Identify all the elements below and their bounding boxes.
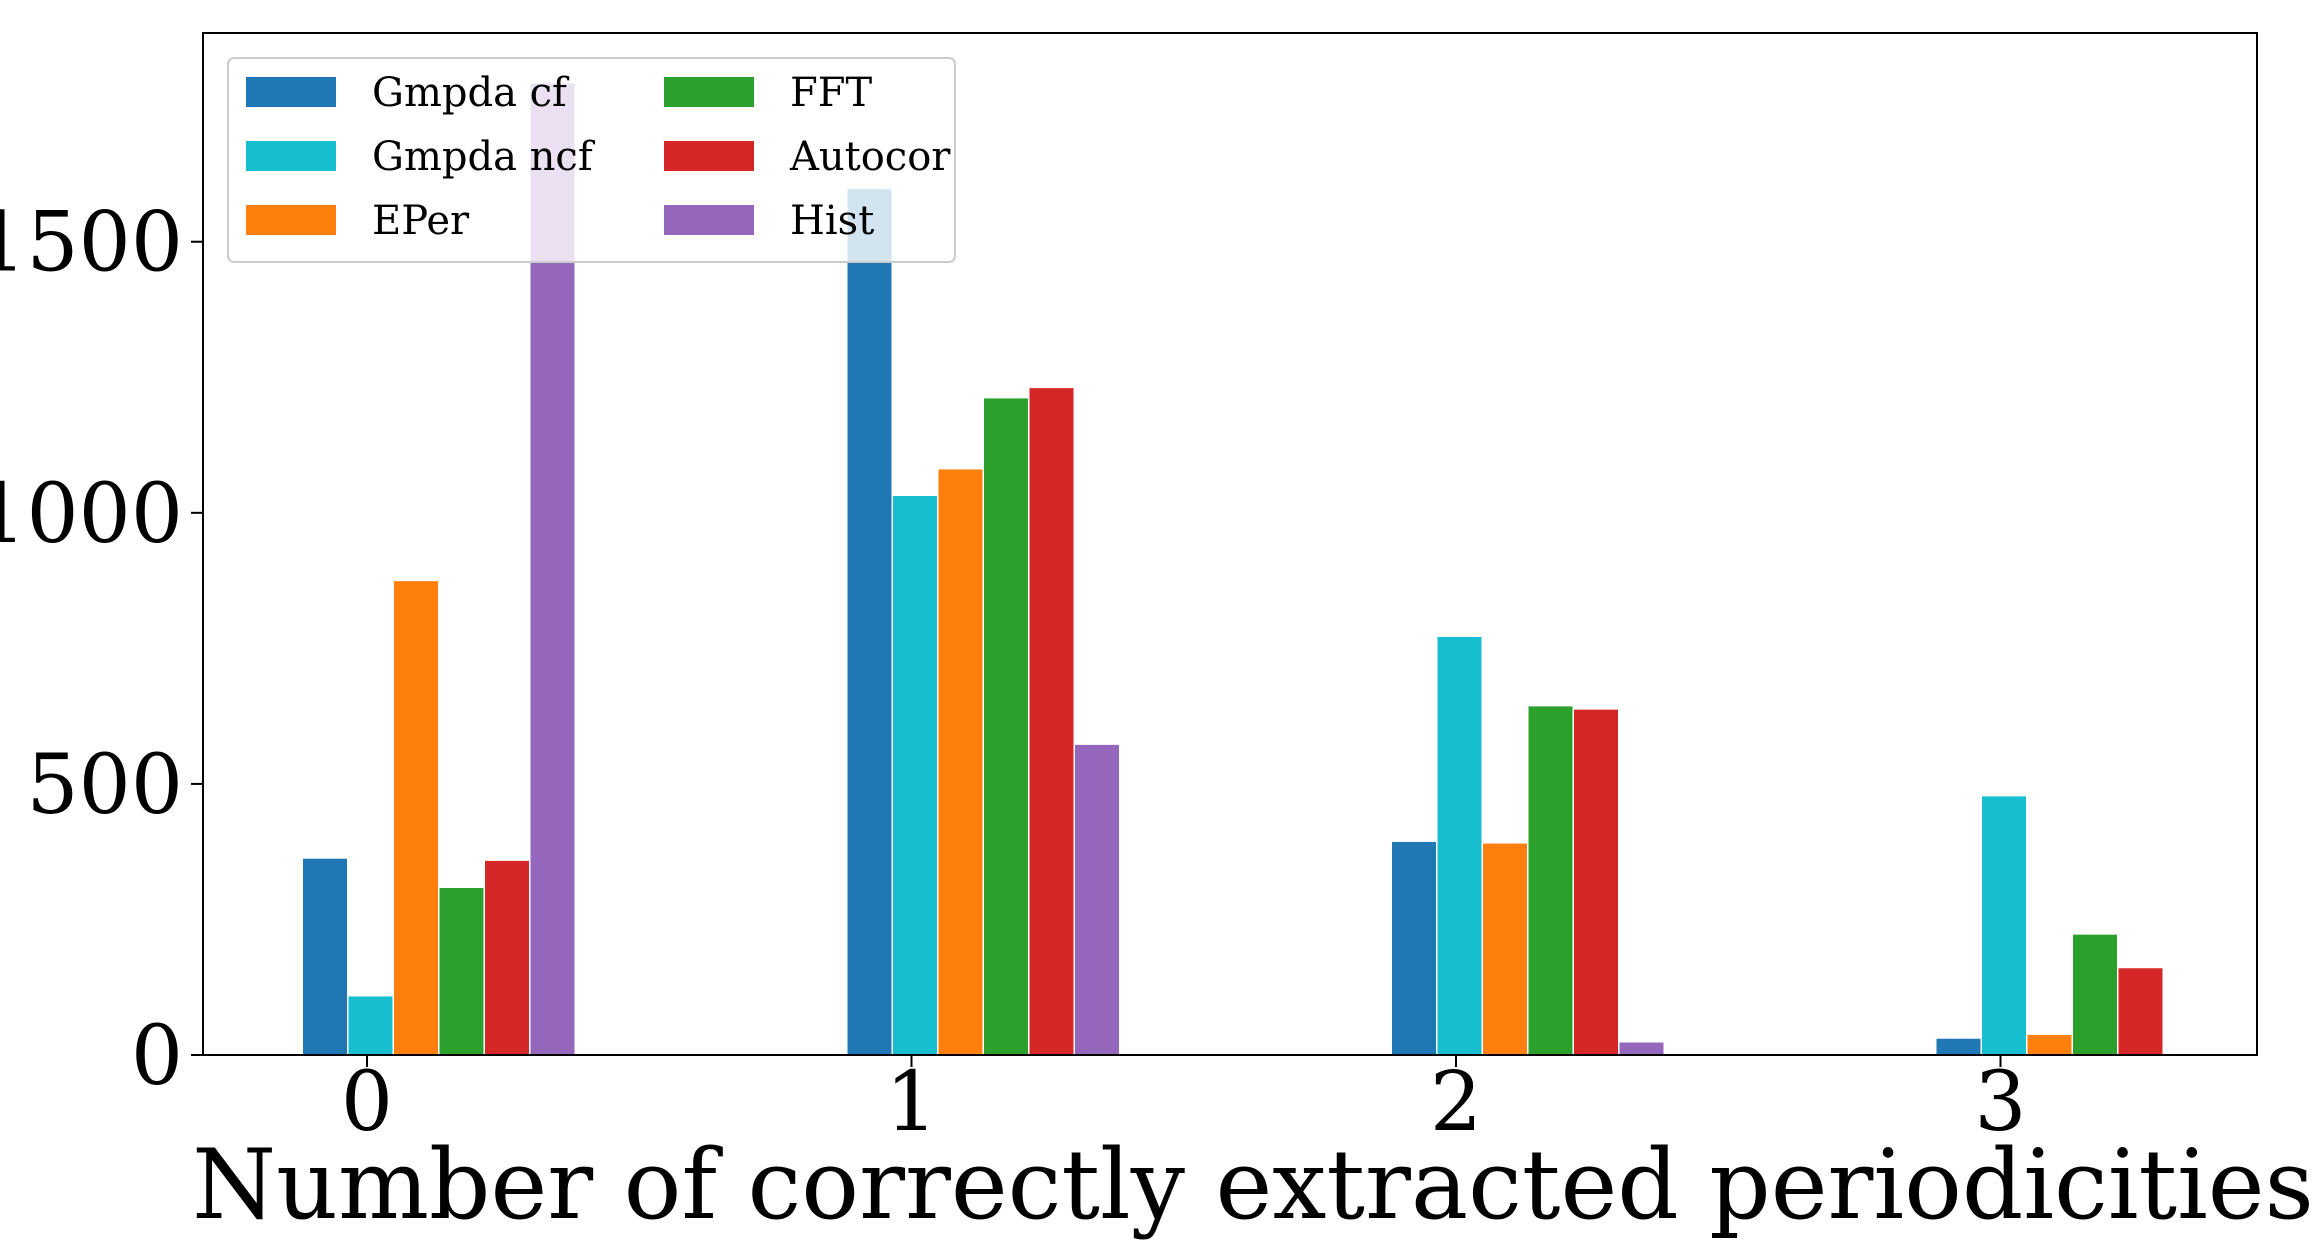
- bar-gmpda-cf-cat-0: [303, 858, 347, 1055]
- bar-fft-cat-1: [984, 398, 1028, 1055]
- bar-eper-cat-1: [938, 469, 983, 1055]
- bar-hist-cat-1: [1075, 744, 1119, 1055]
- legend: Gmpda cf Gmpda ncf EPer FFT Autocor Hist: [227, 57, 956, 263]
- bar-autocor-cat-2: [1574, 709, 1618, 1055]
- y-axis: 0 500 1000 1500: [0, 196, 203, 1104]
- legend-label: Hist: [790, 198, 874, 244]
- bar-gmpda-cf-cat-2: [1392, 841, 1436, 1055]
- bar-gmpda-cf-cat-3: [1936, 1038, 1981, 1055]
- y-tick-label: 0: [131, 1009, 183, 1104]
- legend-swatch-eper: [246, 205, 336, 235]
- bar-gmpda-cf-cat-1: [847, 189, 892, 1055]
- bar-autocor-cat-0: [485, 860, 529, 1055]
- legend-swatch-gmpda-cf: [246, 77, 336, 107]
- bar-gmpda-ncf-cat-0: [348, 996, 393, 1055]
- legend-label: EPer: [372, 198, 470, 244]
- legend-label: FFT: [790, 70, 873, 116]
- bar-fft-cat-0: [439, 888, 484, 1055]
- bar-hist-cat-2: [1619, 1042, 1664, 1055]
- plot-frame: [202, 32, 2258, 1056]
- bar-eper-cat-0: [394, 581, 438, 1055]
- x-axis: 0 1 2 3: [341, 1055, 2027, 1150]
- x-tick-label: 1: [885, 1055, 937, 1150]
- x-tick-label: 3: [1974, 1055, 2026, 1150]
- bar-fft-cat-2: [1528, 706, 1573, 1055]
- bar-gmpda-ncf-cat-3: [1982, 796, 2026, 1055]
- bar-eper-cat-2: [1483, 843, 1527, 1055]
- x-tick-label: 0: [341, 1055, 393, 1150]
- legend-background: [227, 57, 956, 263]
- x-tick-label: 2: [1430, 1055, 1482, 1150]
- bar-eper-cat-3: [2027, 1034, 2072, 1055]
- bar-autocor-cat-3: [2118, 968, 2163, 1055]
- y-tick-label: 1000: [0, 467, 183, 562]
- legend-label: Autocor: [789, 134, 951, 180]
- bar-fft-cat-3: [2073, 934, 2117, 1055]
- bar-gmpda-ncf-cat-2: [1437, 636, 1482, 1055]
- legend-swatch-fft: [664, 77, 754, 107]
- bar-gmpda-ncf-cat-1: [893, 496, 937, 1055]
- legend-swatch-autocor: [664, 141, 754, 171]
- y-tick-label: 500: [26, 738, 183, 833]
- bar-autocor-cat-1: [1029, 388, 1074, 1055]
- legend-swatch-gmpda-ncf: [246, 141, 336, 171]
- legend-label: Gmpda cf: [372, 70, 570, 116]
- x-axis-title: Number of correctly extracted periodicit…: [192, 1129, 2314, 1241]
- y-tick-label: 1500: [0, 196, 183, 291]
- legend-label: Gmpda ncf: [372, 134, 596, 180]
- bars-group: [303, 83, 2163, 1056]
- legend-swatch-hist: [664, 205, 754, 235]
